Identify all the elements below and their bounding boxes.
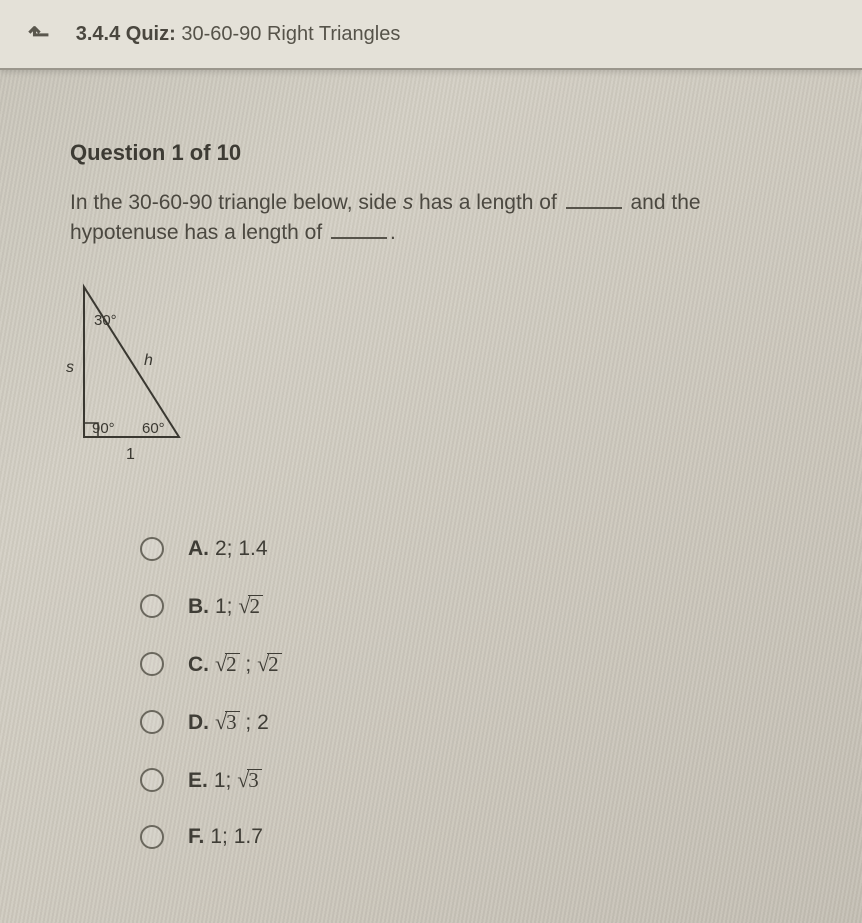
prompt-text-end: . xyxy=(390,221,396,244)
radio-icon[interactable] xyxy=(140,768,164,792)
question-content: Question 1 of 10 In the 30-60-90 triangl… xyxy=(0,70,862,849)
blank-2 xyxy=(331,221,387,240)
quiz-label: Quiz: xyxy=(126,23,176,45)
sqrt-expression: √2 xyxy=(238,593,263,619)
radio-icon[interactable] xyxy=(140,652,164,676)
answer-option-f[interactable]: F. 1; 1.7 xyxy=(140,825,792,849)
option-text: 2; 1.4 xyxy=(215,537,268,560)
side-hyp-label: h xyxy=(144,352,153,369)
answer-options: A. 2; 1.4 B. 1; √2 C. √2 ; √2 D. √3 ; 2 E. 1; √3 F… xyxy=(140,537,792,849)
sqrt-expression: √2 xyxy=(257,651,282,677)
answer-option-a[interactable]: A. 2; 1.4 xyxy=(140,537,792,561)
angle-bl-label: 90° xyxy=(92,420,115,437)
option-label: F. 1; 1.7 xyxy=(188,825,263,849)
blank-1 xyxy=(566,190,622,209)
radio-icon[interactable] xyxy=(140,825,164,849)
angle-top-label: 30° xyxy=(94,312,117,329)
side-left-label: s xyxy=(66,359,74,376)
breadcrumb: 3.4.4 Quiz: 30-60-90 Right Triangles xyxy=(76,23,401,46)
radio-icon[interactable] xyxy=(140,594,164,618)
prompt-variable: s xyxy=(403,191,414,214)
radicand: 3 xyxy=(225,711,240,733)
radicand: 3 xyxy=(247,769,262,791)
option-label: E. 1; √3 xyxy=(188,767,262,793)
radio-icon[interactable] xyxy=(140,537,164,561)
radio-icon[interactable] xyxy=(140,710,164,734)
answer-option-e[interactable]: E. 1; √3 xyxy=(140,767,792,793)
radicand: 2 xyxy=(267,653,282,675)
back-arrow-icon[interactable]: ⬑ xyxy=(28,19,50,50)
side-bottom-label: 1 xyxy=(126,446,135,463)
prompt-text-mid1: has a length of xyxy=(413,191,562,214)
sqrt-expression: √3 xyxy=(237,767,262,793)
option-text: 1; xyxy=(215,595,238,618)
option-letter: A. xyxy=(188,537,209,560)
option-text: 1; 1.7 xyxy=(210,825,263,848)
quiz-title: 30-60-90 Right Triangles xyxy=(181,23,400,45)
sqrt-expression: √2 xyxy=(215,651,240,677)
angle-br-label: 60° xyxy=(142,420,165,437)
answer-option-c[interactable]: C. √2 ; √2 xyxy=(140,651,792,677)
option-letter: B. xyxy=(188,595,209,618)
option-label: A. 2; 1.4 xyxy=(188,537,268,561)
top-bar: ⬑ 3.4.4 Quiz: 30-60-90 Right Triangles xyxy=(0,0,862,70)
prompt-text-pre: In the 30-60-90 triangle below, side xyxy=(70,191,403,214)
option-label: B. 1; √2 xyxy=(188,593,263,619)
option-letter: F. xyxy=(188,825,204,848)
answer-option-d[interactable]: D. √3 ; 2 xyxy=(140,709,792,735)
question-counter: Question 1 of 10 xyxy=(70,140,792,166)
question-prompt: In the 30-60-90 triangle below, side s h… xyxy=(70,188,792,249)
option-text: 1; xyxy=(214,769,237,792)
sqrt-expression: √3 xyxy=(215,709,240,735)
option-letter: E. xyxy=(188,769,208,792)
answer-option-b[interactable]: B. 1; √2 xyxy=(140,593,792,619)
section-number: 3.4.4 xyxy=(76,23,120,45)
option-label: C. √2 ; √2 xyxy=(188,651,282,677)
option-letter: D. xyxy=(188,711,209,734)
radicand: 2 xyxy=(248,595,263,617)
option-text: ; xyxy=(240,653,258,676)
option-label: D. √3 ; 2 xyxy=(188,709,269,735)
option-letter: C. xyxy=(188,653,209,676)
radicand: 2 xyxy=(225,653,240,675)
option-text: ; 2 xyxy=(240,711,269,734)
triangle-diagram: 30° 90° 60° s h 1 xyxy=(64,277,244,467)
